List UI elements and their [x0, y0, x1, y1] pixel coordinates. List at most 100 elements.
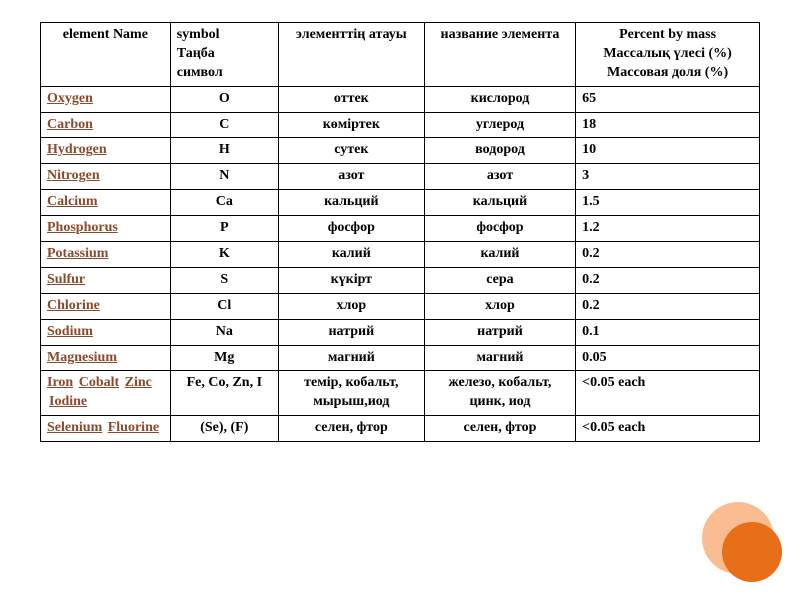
element-link[interactable]: Cobalt [79, 375, 119, 390]
cell-ru: фосфор [424, 216, 575, 242]
element-link[interactable]: Iodine [49, 394, 87, 409]
elements-table-container: element Name symbolТаңбасимвол элементті… [40, 22, 760, 442]
header-ru: название элемента [424, 23, 575, 87]
table-row: Potassium Kкалийкалий0.2 [41, 242, 760, 268]
element-link[interactable]: Potassium [47, 246, 108, 261]
cell-ru: водород [424, 138, 575, 164]
cell-symbol: Cl [170, 293, 278, 319]
element-link[interactable]: Iron [47, 375, 73, 390]
element-link[interactable]: Hydrogen [47, 142, 107, 157]
element-link[interactable]: Chlorine [47, 298, 100, 313]
cell-element-name: Calcium [41, 190, 171, 216]
table-row: Carbon Cкөміртекуглерод18 [41, 112, 760, 138]
cell-symbol: C [170, 112, 278, 138]
cell-element-name: Sulfur [41, 267, 171, 293]
cell-element-name: Selenium Fluorine [41, 416, 171, 442]
table-row: Selenium Fluorine (Se), (F)селен, фторсе… [41, 416, 760, 442]
header-symbol: symbolТаңбасимвол [170, 23, 278, 87]
element-link[interactable]: Sodium [47, 324, 93, 339]
cell-kz: магний [278, 345, 424, 371]
cell-kz: селен, фтор [278, 416, 424, 442]
cell-element-name: Iron Cobalt Zinc Iodine [41, 371, 171, 416]
cell-kz: темір, кобальт, мырыш,иод [278, 371, 424, 416]
element-link[interactable]: Sulfur [47, 272, 85, 287]
cell-pct: 0.2 [576, 293, 760, 319]
cell-ru: кислород [424, 86, 575, 112]
element-link[interactable]: Oxygen [47, 91, 93, 106]
cell-element-name: Phosphorus [41, 216, 171, 242]
cell-pct: <0.05 each [576, 371, 760, 416]
cell-symbol: N [170, 164, 278, 190]
header-name: element Name [41, 23, 171, 87]
table-row: Iron Cobalt Zinc Iodine Fe, Co, Zn, Iтем… [41, 371, 760, 416]
element-link[interactable]: Fluorine [108, 420, 159, 435]
table-header-row: element Name symbolТаңбасимвол элементті… [41, 23, 760, 87]
cell-element-name: Sodium [41, 319, 171, 345]
cell-symbol: P [170, 216, 278, 242]
cell-symbol: (Se), (F) [170, 416, 278, 442]
cell-ru: натрий [424, 319, 575, 345]
element-link[interactable]: Carbon [47, 117, 93, 132]
element-link[interactable]: Selenium [47, 420, 102, 435]
table-row: Calcium Caкальцийкальций1.5 [41, 190, 760, 216]
cell-ru: углерод [424, 112, 575, 138]
cell-kz: натрий [278, 319, 424, 345]
table-row: Hydrogen Hсутекводород10 [41, 138, 760, 164]
cell-symbol: Ca [170, 190, 278, 216]
table-row: Nitrogen Nазотазот3 [41, 164, 760, 190]
table-row: Chlorine Clхлорхлор0.2 [41, 293, 760, 319]
cell-ru: хлор [424, 293, 575, 319]
cell-ru: железо, кобальт, цинк, иод [424, 371, 575, 416]
table-row: Magnesium Mgмагниймагний0.05 [41, 345, 760, 371]
cell-ru: калий [424, 242, 575, 268]
cell-symbol: Na [170, 319, 278, 345]
cell-symbol: H [170, 138, 278, 164]
element-link[interactable]: Magnesium [47, 350, 117, 365]
cell-pct: 0.1 [576, 319, 760, 345]
cell-pct: 0.2 [576, 242, 760, 268]
cell-ru: магний [424, 345, 575, 371]
header-pct: Percent by massМассалық үлесі (%)Массова… [576, 23, 760, 87]
cell-pct: 3 [576, 164, 760, 190]
cell-pct: 1.5 [576, 190, 760, 216]
cell-kz: калий [278, 242, 424, 268]
cell-element-name: Oxygen [41, 86, 171, 112]
header-kz: элементтің атауы [278, 23, 424, 87]
table-row: Oxygen Oоттеккислород65 [41, 86, 760, 112]
cell-kz: көміртек [278, 112, 424, 138]
cell-pct: 65 [576, 86, 760, 112]
cell-element-name: Carbon [41, 112, 171, 138]
cell-element-name: Magnesium [41, 345, 171, 371]
cell-pct: 0.05 [576, 345, 760, 371]
cell-symbol: Mg [170, 345, 278, 371]
cell-pct: 1.2 [576, 216, 760, 242]
cell-element-name: Hydrogen [41, 138, 171, 164]
cell-element-name: Potassium [41, 242, 171, 268]
cell-kz: оттек [278, 86, 424, 112]
element-link[interactable]: Calcium [47, 194, 98, 209]
cell-kz: азот [278, 164, 424, 190]
cell-pct: 0.2 [576, 267, 760, 293]
cell-symbol: S [170, 267, 278, 293]
cell-element-name: Nitrogen [41, 164, 171, 190]
cell-symbol: K [170, 242, 278, 268]
cell-kz: сутек [278, 138, 424, 164]
element-link[interactable]: Nitrogen [47, 168, 100, 183]
element-link[interactable]: Zinc [125, 375, 152, 390]
cell-symbol: Fe, Co, Zn, I [170, 371, 278, 416]
decoration-circle-inner [722, 522, 782, 582]
cell-pct: 10 [576, 138, 760, 164]
cell-ru: сера [424, 267, 575, 293]
cell-kz: хлор [278, 293, 424, 319]
elements-table: element Name symbolТаңбасимвол элементті… [40, 22, 760, 442]
element-link[interactable]: Phosphorus [47, 220, 118, 235]
cell-kz: күкірт [278, 267, 424, 293]
cell-pct: <0.05 each [576, 416, 760, 442]
table-row: Sulfur Sкүкіртсера0.2 [41, 267, 760, 293]
cell-element-name: Chlorine [41, 293, 171, 319]
cell-kz: фосфор [278, 216, 424, 242]
table-row: Sodium Naнатрийнатрий0.1 [41, 319, 760, 345]
cell-pct: 18 [576, 112, 760, 138]
cell-ru: азот [424, 164, 575, 190]
cell-symbol: O [170, 86, 278, 112]
